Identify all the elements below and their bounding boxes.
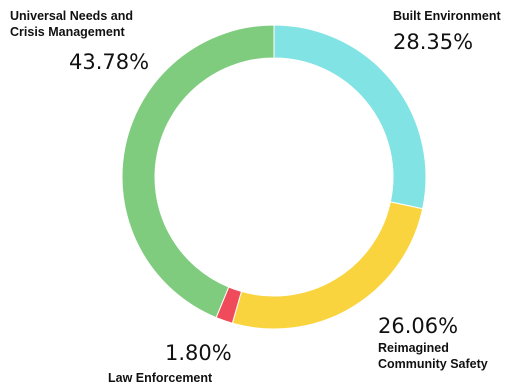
slice-universal-needs-and-crisis-management xyxy=(121,24,275,319)
slice-value-reimagined-community-safety: 26.06% xyxy=(378,314,458,338)
slice-label-built-environment: Built Environment xyxy=(393,9,501,23)
slice-label-universal-needs-and-crisis-management: Universal Needs and Crisis Management xyxy=(10,9,136,39)
donut-slices xyxy=(121,24,427,330)
slice-reimagined-community-safety xyxy=(231,201,424,330)
slice-label-law-enforcement: Law Enforcement xyxy=(108,371,213,385)
slice-value-universal-needs-and-crisis-management: 43.78% xyxy=(69,50,149,74)
slice-label-reimagined-community-safety: Reimagined Community Safety xyxy=(378,341,488,371)
slice-value-law-enforcement: 1.80% xyxy=(165,341,232,365)
slice-value-built-environment: 28.35% xyxy=(393,30,473,54)
